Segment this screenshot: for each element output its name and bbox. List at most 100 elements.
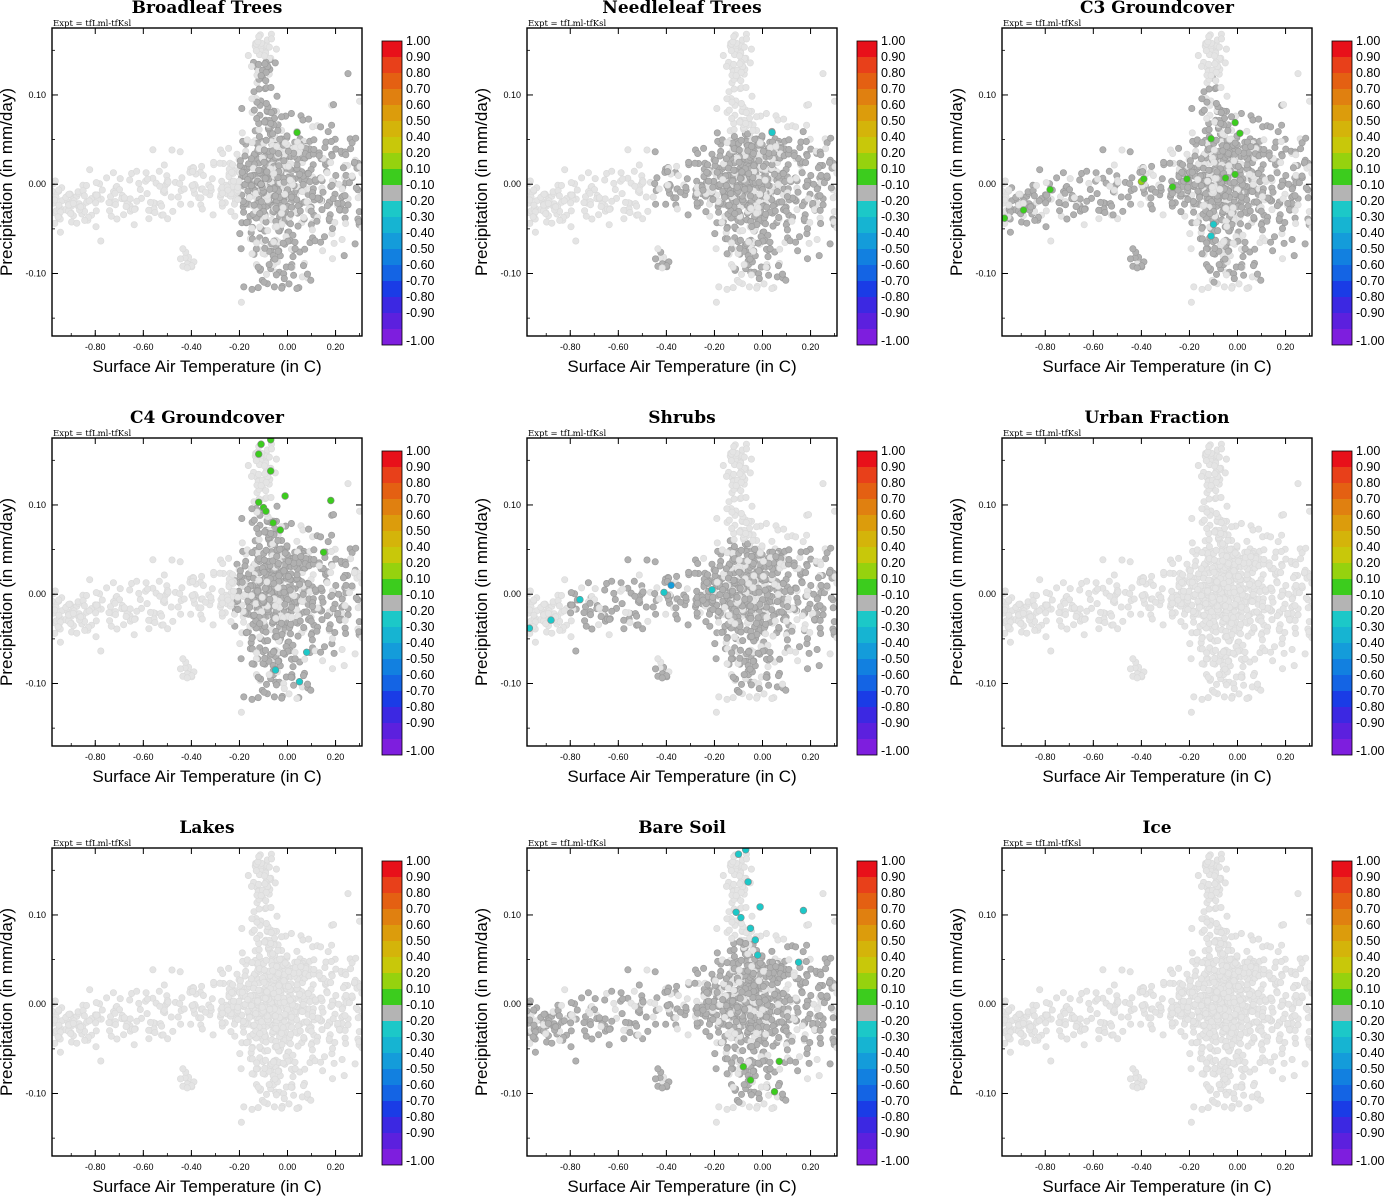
scatter-point [197,604,205,612]
scatter-point-dark [248,660,256,668]
colorbar-frame [856,40,878,346]
scatter-point-dark [1129,245,1137,253]
scatter-point-dark [699,186,707,194]
scatter-point [156,182,164,190]
colorbar-swatch [382,281,402,297]
colorbar: 1.000.900.800.700.600.500.400.200.10-0.1… [1331,34,1385,348]
scatter-point [810,206,818,214]
scatter-point [248,224,256,232]
colorbar-swatch [857,73,877,89]
scatter-point [55,201,63,209]
scatter-point [1225,162,1233,170]
scatter-point [803,121,811,129]
panel-title: C4 Groundcover [130,408,285,428]
colorbar-swatch [382,451,402,467]
expt-label: Expt = tfLml-tfKsl [53,19,132,29]
scatter-point-colored [1236,129,1244,138]
scatter-point [210,568,218,576]
scatter-point [1114,215,1122,223]
scatter-point [354,194,362,202]
scatter-point-dark [745,169,753,177]
scatter-point-dark [287,263,295,271]
scatter-point-dark [254,587,262,595]
scatter-point [664,181,672,189]
scatter-point-dark [1072,203,1080,211]
scatter-point-dark [287,110,295,118]
scatter-point-colored [1046,185,1054,194]
scatter-point-dark [783,193,791,201]
scatter-point [748,92,756,100]
points-layer [527,440,837,716]
scatter-point-dark [262,546,270,554]
scatter-point-dark [1260,146,1268,154]
scatter-point-dark [766,245,774,253]
scatter-point [1198,285,1206,293]
scatter-point-dark [255,542,263,550]
scatter-point-dark [1280,239,1288,247]
points-layer [52,30,362,306]
scatter-point [252,457,260,465]
scatter-point-dark [1198,95,1206,103]
scatter-point-dark [749,174,757,182]
scatter-point-dark [317,123,325,131]
scatter-point [136,595,144,603]
scatter-point-dark [260,278,268,286]
scatter-point [238,539,246,547]
scatter-point [122,612,130,620]
scatter-point [728,239,736,247]
panel-title: C3 Groundcover [1080,0,1235,18]
scatter-point-dark [694,150,702,158]
scatter-point-dark [1302,134,1310,142]
scatter-point-dark [798,169,806,177]
scatter-point-dark [247,155,255,163]
scatter-point [1210,158,1218,166]
scatter-point-dark [741,185,749,193]
scatter-point [228,168,236,176]
scatter-point-dark [255,166,263,174]
colorbar-swatch [382,265,402,281]
scatter-point [1243,284,1251,292]
x-tick-label: -0.60 [1083,342,1104,352]
scatter-point-dark [1062,201,1070,209]
scatter-point [1019,199,1027,207]
scatter-point [131,615,139,623]
y-tick-label: 0.00 [503,179,521,189]
scatter-point-dark [270,283,278,291]
scatter-point-dark [1267,238,1275,246]
scatter-point [605,221,613,229]
scatter-point [258,593,266,601]
colorbar-swatch [1332,217,1352,233]
scatter-point-dark [799,128,807,136]
scatter-point [736,118,744,126]
x-axis-label: Surface Air Temperature (in C) [92,767,321,786]
scatter-point [756,190,764,198]
scatter-point [56,638,64,646]
scatter-point [340,662,348,670]
scatter-point-dark [305,115,313,123]
scatter-point-dark [271,255,279,263]
scatter-point [1235,280,1243,288]
scatter-point-dark [1190,208,1198,216]
scatter-point [328,634,336,642]
scatter-point-dark [705,177,713,185]
scatter-point [1249,180,1257,188]
scatter-point [112,201,120,209]
colorbar-label: 0.40 [1356,130,1380,144]
scatter-point [588,215,596,223]
scatter-point-dark [795,233,803,241]
scatter-point-dark [287,193,295,201]
scatter-point-dark [1127,255,1135,263]
scatter-point-dark [1212,236,1220,244]
scatter-point-dark [274,127,282,135]
scatter-point-dark [755,275,763,283]
scatter-point-dark [342,581,350,589]
scatter-point-dark [736,236,744,244]
scatter-point-dark [332,172,340,180]
scatter-point [248,62,256,70]
scatter-point [267,493,275,501]
scatter-point-dark [1267,123,1275,131]
scatter-point [1305,218,1312,226]
scatter-point-dark [296,580,304,588]
scatter-point [621,198,629,206]
scatter-point [149,556,157,564]
